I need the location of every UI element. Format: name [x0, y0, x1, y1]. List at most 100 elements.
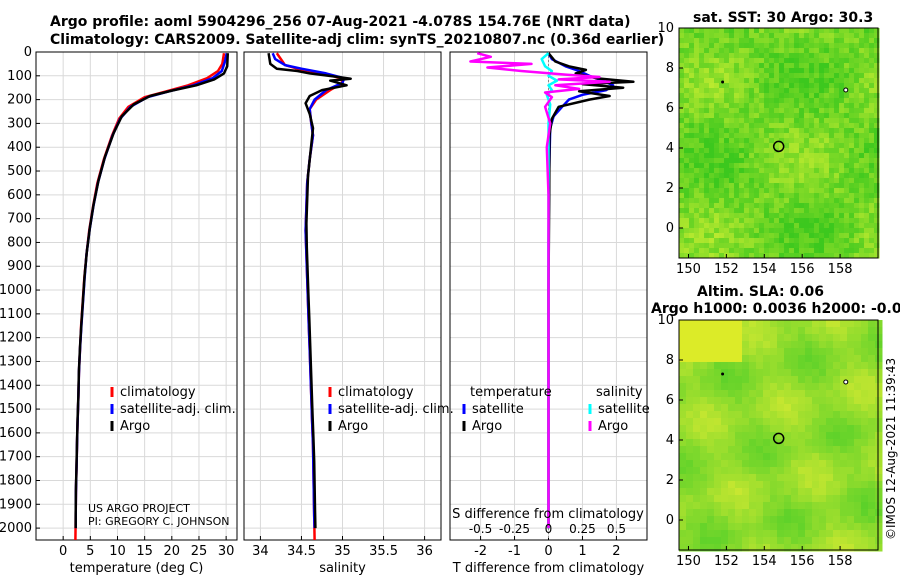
map-cell — [847, 404, 855, 412]
map-cell — [834, 168, 840, 174]
map-cell — [699, 188, 705, 194]
map-cell — [714, 233, 720, 239]
map-cell — [859, 63, 865, 69]
map-cell — [742, 425, 750, 433]
map-cell — [834, 68, 840, 74]
map-cell — [704, 48, 710, 54]
map-cell — [709, 98, 715, 104]
map-cell — [724, 148, 730, 154]
map-cell — [847, 334, 855, 342]
map-cell — [729, 223, 735, 229]
map-cell — [777, 544, 785, 552]
map-cell — [728, 516, 736, 524]
map-cell — [721, 446, 729, 454]
map-y-tick-label: 4 — [666, 141, 674, 156]
map-cell — [777, 376, 785, 384]
map-cell — [799, 153, 805, 159]
map-cell — [770, 516, 778, 524]
map-cell — [769, 178, 775, 184]
map-cell — [859, 228, 865, 234]
map-cell — [756, 502, 764, 510]
map-cell — [799, 38, 805, 44]
map-cell — [779, 88, 785, 94]
map-cell — [809, 128, 815, 134]
map-cell — [844, 48, 850, 54]
map-cell — [719, 43, 725, 49]
map-cell — [756, 516, 764, 524]
map-cell — [699, 198, 705, 204]
map-cell — [819, 128, 825, 134]
map-cell — [754, 73, 760, 79]
map-cell — [809, 188, 815, 194]
map-cell — [874, 28, 880, 34]
map-cell — [709, 88, 715, 94]
map-cell — [749, 467, 757, 475]
map-cell — [704, 33, 710, 39]
map-cell — [819, 502, 827, 510]
map-x-tick-label: 150 — [676, 554, 701, 569]
map-cell — [784, 48, 790, 54]
map-cell — [798, 383, 806, 391]
map-cell — [749, 108, 755, 114]
map-cell — [794, 53, 800, 59]
map-cell — [874, 228, 880, 234]
map-cell — [744, 203, 750, 209]
map-cell — [812, 404, 820, 412]
map-cell — [686, 390, 694, 398]
map-cell — [849, 173, 855, 179]
map-cell — [854, 68, 860, 74]
map-cell — [847, 320, 855, 328]
map-cell — [693, 383, 701, 391]
map-cell — [839, 213, 845, 219]
map-cell — [735, 369, 743, 377]
map-cell — [694, 248, 700, 254]
map-cell — [844, 38, 850, 44]
map-cell — [693, 509, 701, 517]
map-cell — [804, 218, 810, 224]
map-cell — [840, 320, 848, 328]
map-cell — [721, 327, 729, 335]
map-cell — [854, 93, 860, 99]
map-cell — [804, 33, 810, 39]
map-cell — [734, 133, 740, 139]
map-cell — [734, 68, 740, 74]
map-cell — [812, 320, 820, 328]
island-marker — [721, 372, 725, 376]
map-cell — [864, 163, 870, 169]
map-cell — [864, 203, 870, 209]
map-cell — [769, 183, 775, 189]
map-cell — [689, 98, 695, 104]
map-cell — [699, 98, 705, 104]
map-cell — [714, 383, 722, 391]
map-cell — [824, 83, 830, 89]
x-axis-label: temperature (deg C) — [70, 561, 204, 576]
map-cell — [854, 432, 862, 440]
map-cell — [794, 223, 800, 229]
map-cell — [728, 537, 736, 545]
map-cell — [770, 355, 778, 363]
map-cell — [734, 153, 740, 159]
map-cell — [770, 495, 778, 503]
map-cell — [839, 143, 845, 149]
map-cell — [774, 28, 780, 34]
map-cell — [844, 198, 850, 204]
map-cell — [829, 233, 835, 239]
map-cell — [679, 404, 687, 412]
map-cell — [812, 488, 820, 496]
map-cell — [791, 376, 799, 384]
map-cell — [834, 138, 840, 144]
map-cell — [791, 460, 799, 468]
map-cell — [704, 208, 710, 214]
map-cell — [819, 327, 827, 335]
map-cell — [798, 488, 806, 496]
map-cell — [804, 63, 810, 69]
map-cell — [794, 68, 800, 74]
map-cell — [840, 467, 848, 475]
map-cell — [833, 453, 841, 461]
map-cell — [719, 253, 725, 259]
map-cell — [739, 243, 745, 249]
map-cell — [749, 253, 755, 259]
map-cell — [739, 58, 745, 64]
map-cell — [869, 148, 875, 154]
y-tick-label: 1200 — [0, 331, 32, 346]
